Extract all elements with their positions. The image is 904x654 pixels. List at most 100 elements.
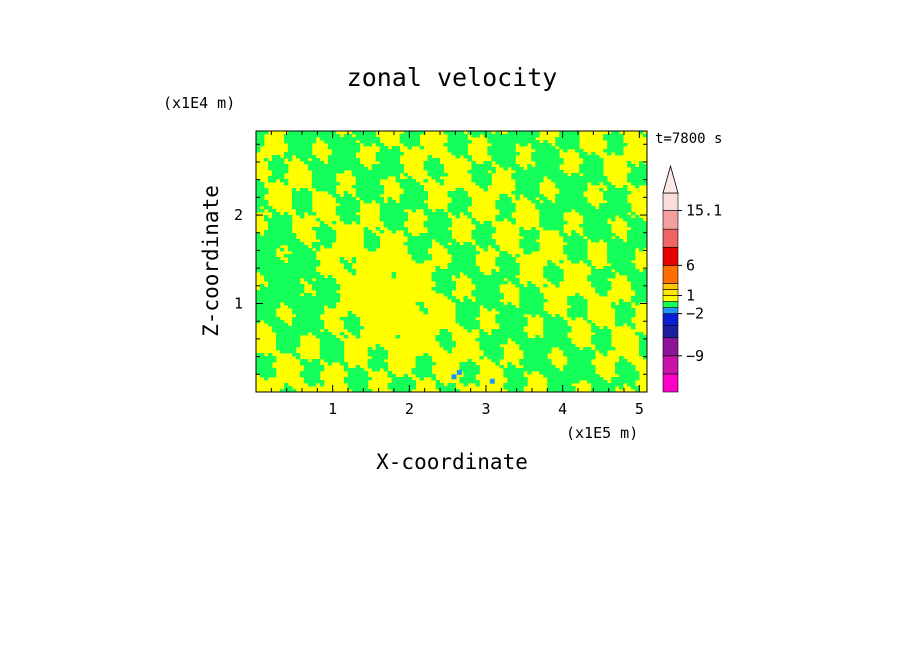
field-cell — [563, 248, 588, 252]
field-cell — [543, 317, 564, 321]
field-cell — [335, 197, 357, 201]
field-cell — [335, 209, 361, 213]
field-cell — [391, 146, 401, 150]
field-cell — [387, 200, 397, 204]
field-cell — [527, 167, 560, 171]
field-cell — [427, 215, 448, 219]
field-cell — [471, 281, 508, 285]
field-cell — [256, 179, 261, 183]
field-cell — [275, 338, 301, 342]
field-cell — [355, 365, 361, 369]
field-cell — [256, 368, 277, 372]
field-cell — [375, 152, 405, 156]
field-cell — [347, 386, 369, 390]
field-cell — [295, 314, 321, 318]
field-cell — [559, 131, 580, 135]
field-cell — [363, 200, 373, 204]
colorbar-level — [662, 228, 679, 248]
field-cell — [415, 362, 436, 366]
field-cell — [347, 314, 357, 318]
field-cell — [495, 362, 500, 366]
field-cell — [267, 179, 277, 183]
field-cell — [583, 230, 612, 234]
field-cell — [411, 209, 416, 213]
field-cell — [443, 131, 464, 135]
field-cell — [627, 173, 648, 177]
field-cell — [443, 347, 452, 351]
x-unit-label: (x1E5 m) — [566, 424, 638, 442]
field-cell — [291, 251, 317, 255]
field-cell — [531, 200, 540, 204]
field-cell — [323, 329, 329, 333]
field-cell — [411, 368, 432, 372]
field-cell — [287, 257, 317, 261]
field-cell — [611, 218, 616, 222]
field-cell — [379, 149, 401, 153]
field-cell — [335, 212, 357, 216]
field-cell — [615, 308, 636, 312]
field-cell — [559, 146, 580, 150]
field-cell — [567, 254, 588, 258]
field-cell — [271, 158, 285, 162]
field-cell — [256, 293, 301, 297]
field-cell — [631, 386, 640, 390]
field-cell — [275, 344, 301, 348]
field-cell — [275, 347, 297, 351]
field-cell — [379, 218, 409, 222]
field-cell — [531, 143, 552, 147]
field-cell — [511, 191, 540, 195]
field-cell — [311, 284, 341, 288]
field-cell — [435, 383, 444, 387]
field-cell — [315, 290, 337, 294]
field-cell — [611, 377, 640, 381]
field-cell — [315, 230, 337, 234]
field-cell — [327, 158, 361, 162]
field-cell — [507, 380, 528, 384]
field-cell — [579, 224, 612, 228]
field-cell — [283, 152, 313, 156]
field-cell — [611, 131, 620, 135]
field-cell — [627, 323, 636, 327]
field-cell — [635, 332, 644, 336]
field-cell — [447, 140, 472, 144]
field-cell — [467, 131, 492, 135]
field-cell — [391, 275, 397, 279]
field-cell — [627, 233, 648, 237]
field-cell — [635, 389, 640, 393]
field-cell — [607, 260, 632, 264]
field-cell — [256, 140, 265, 144]
field-cell — [343, 326, 365, 330]
field-cell — [547, 380, 580, 384]
field-cell — [539, 215, 564, 219]
field-cell — [451, 212, 460, 216]
field-cell — [451, 197, 472, 201]
field-cell — [499, 197, 512, 201]
field-cell — [479, 347, 504, 351]
field-cell — [435, 284, 456, 288]
field-cell — [447, 149, 468, 153]
field-cell — [543, 335, 568, 339]
field-cell — [519, 344, 576, 348]
field-cell — [583, 173, 604, 177]
field-cell — [527, 281, 532, 285]
field-cell — [456, 369, 462, 375]
field-cell — [495, 314, 524, 318]
field-cell — [519, 239, 536, 243]
velocity-field — [256, 131, 648, 393]
field-cell — [371, 167, 405, 171]
field-cell — [459, 380, 480, 384]
field-cell — [479, 185, 488, 189]
field-cell — [351, 332, 361, 336]
field-cell — [595, 344, 612, 348]
field-cell — [395, 176, 401, 180]
field-cell — [499, 323, 528, 327]
field-cell — [511, 176, 544, 180]
field-cell — [563, 368, 596, 372]
field-cell — [303, 368, 325, 372]
field-cell — [531, 314, 536, 318]
field-cell — [591, 335, 612, 339]
field-cell — [643, 134, 648, 138]
field-cell — [591, 272, 616, 276]
field-cell — [519, 296, 544, 300]
field-cell — [431, 272, 460, 276]
